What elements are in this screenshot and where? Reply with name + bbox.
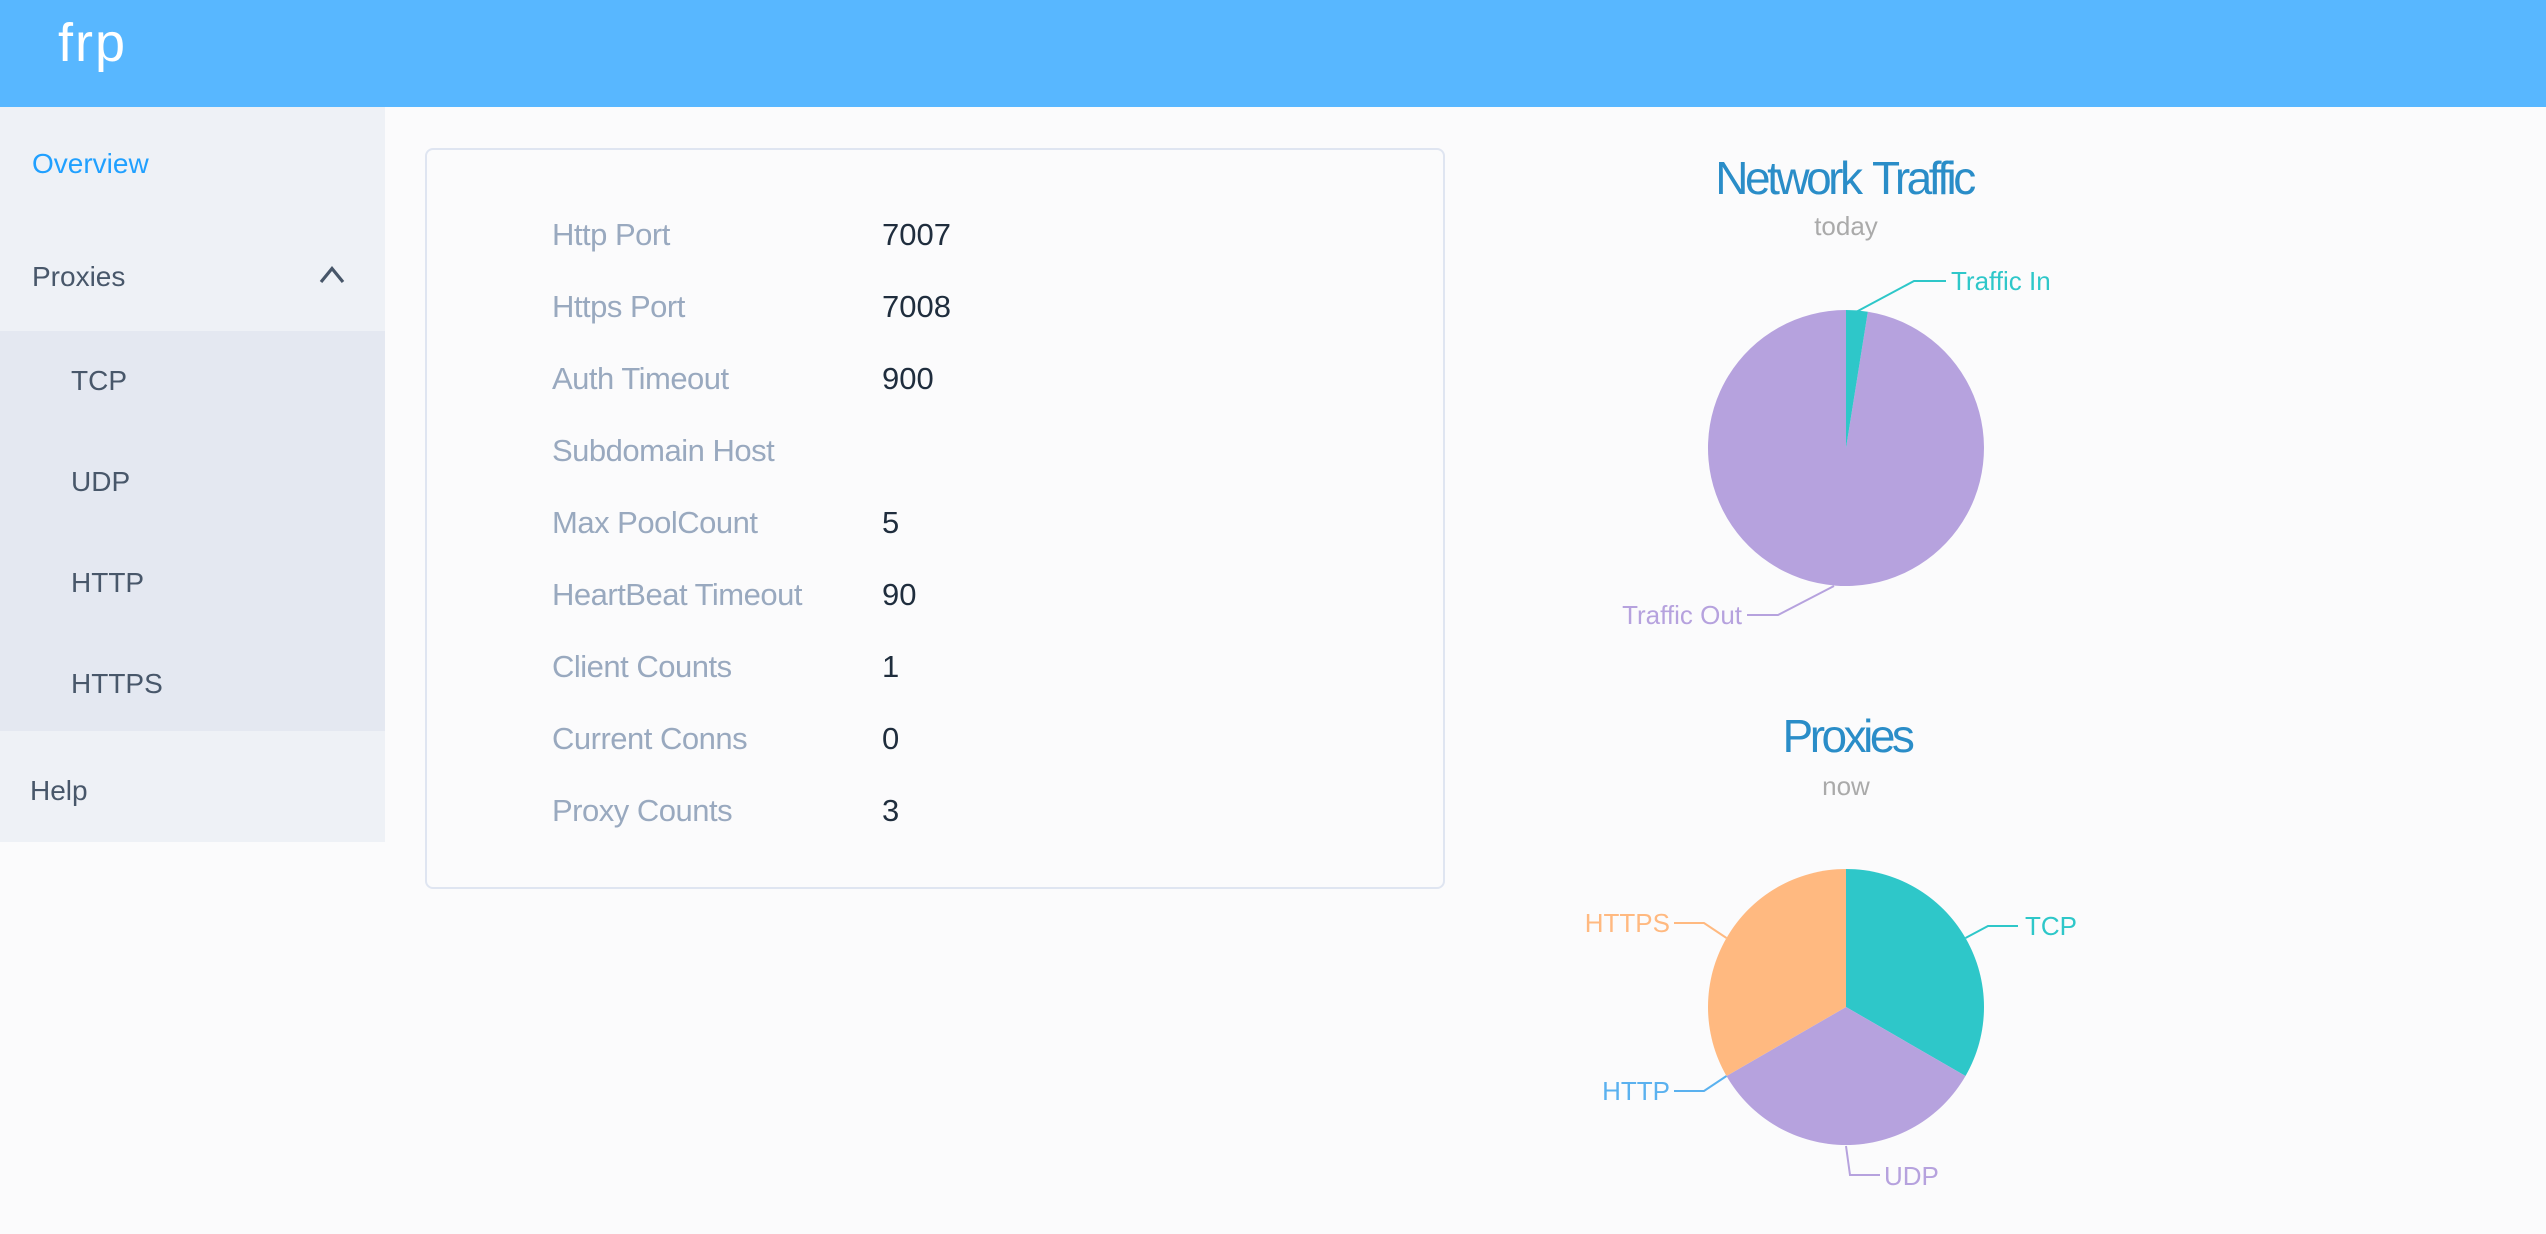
svg-text:Traffic In: Traffic In <box>1951 266 2051 296</box>
svg-text:today: today <box>1814 211 1878 241</box>
svg-text:TCP: TCP <box>2025 911 2077 941</box>
svg-text:HTTPS: HTTPS <box>1585 908 1670 938</box>
svg-text:Network Traffic: Network Traffic <box>1715 152 1975 204</box>
svg-text:now: now <box>1822 771 1870 801</box>
svg-text:HTTP: HTTP <box>1602 1076 1670 1106</box>
svg-text:Traffic Out: Traffic Out <box>1622 600 1743 630</box>
svg-text:Proxies: Proxies <box>1783 710 1914 762</box>
svg-text:UDP: UDP <box>1884 1161 1939 1191</box>
